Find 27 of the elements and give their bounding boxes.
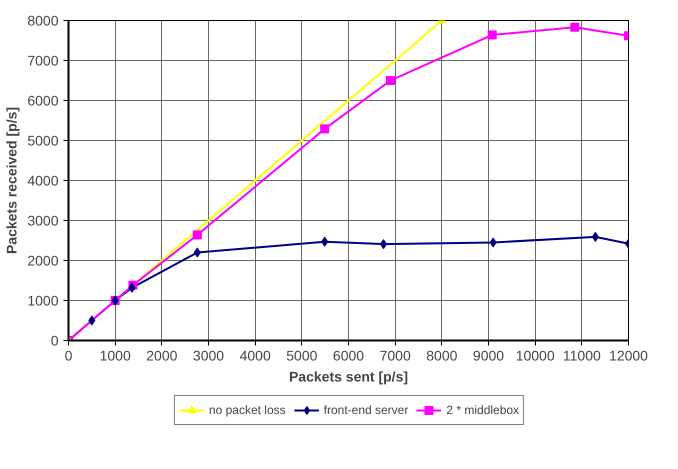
x-tick-label: 12000 (609, 348, 648, 364)
y-tick-label: 2000 (27, 252, 59, 268)
x-axis-title: Packets sent [p/s] (288, 368, 408, 384)
y-tick-label: 1000 (27, 292, 59, 308)
legend-label: 2 * middlebox (446, 402, 520, 416)
y-tick-label: 4000 (27, 172, 59, 188)
x-tick-label: 6000 (332, 348, 364, 364)
y-tick-label: 0 (50, 332, 59, 348)
x-tick-label: 0 (64, 348, 73, 364)
y-axis-title: Packets received [p/s] (3, 106, 20, 254)
x-tick-label: 10000 (516, 348, 555, 364)
legend-label: no packet loss (208, 402, 286, 416)
x-tick-label: 3000 (192, 348, 224, 364)
x-tick-label: 9000 (472, 348, 504, 364)
x-tick-label: 8000 (426, 348, 458, 364)
x-tick-label: 11000 (562, 348, 601, 364)
y-tick-label: 8000 (27, 12, 59, 28)
x-tick-label: 1000 (100, 348, 131, 364)
y-tick-label: 7000 (27, 52, 59, 68)
y-tick-label: 6000 (27, 92, 59, 108)
legend-label: front-end server (324, 402, 408, 416)
x-tick-label: 4000 (240, 348, 271, 364)
x-tick-label: 5000 (286, 348, 318, 364)
x-tick-label: 2000 (146, 348, 178, 364)
x-tick-label: 7000 (380, 348, 411, 364)
y-tick-label: 3000 (27, 212, 59, 228)
y-tick-label: 5000 (27, 132, 59, 148)
